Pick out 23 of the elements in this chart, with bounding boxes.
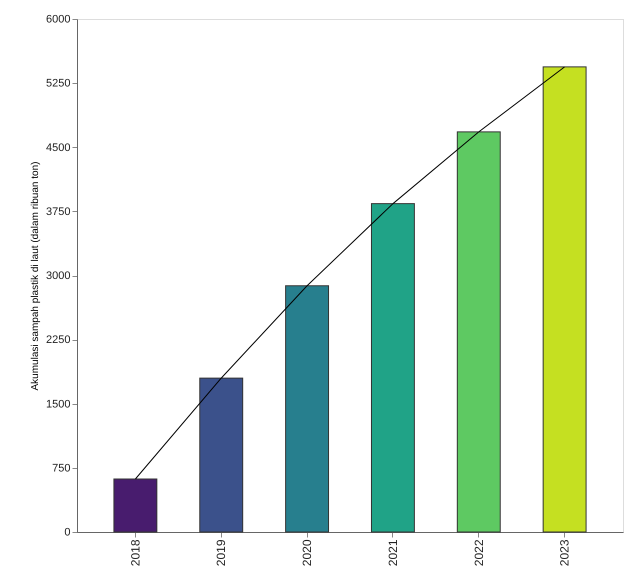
y-tick-label: 1500 xyxy=(46,398,70,410)
y-tick-label: 3000 xyxy=(46,270,70,282)
y-tick-label: 4500 xyxy=(46,142,70,154)
y-tick-label: 0 xyxy=(64,526,70,538)
bar xyxy=(285,285,330,532)
y-axis-title: Akumulasi sampah plastik di laut (dalam ribuan ton) xyxy=(30,162,42,390)
bar xyxy=(199,378,244,532)
x-tick-label: 2022 xyxy=(472,539,486,566)
y-tick-label: 2250 xyxy=(46,334,70,346)
bar xyxy=(542,66,587,532)
x-tick-label: 2018 xyxy=(128,539,142,566)
x-tick-label: 2023 xyxy=(558,539,572,566)
x-tick-label: 2019 xyxy=(214,539,228,566)
x-tick-label: 2021 xyxy=(386,539,400,566)
line-series xyxy=(134,66,566,480)
y-tick-label: 3750 xyxy=(46,206,70,218)
bar xyxy=(456,131,501,532)
y-tick-label: 6000 xyxy=(46,14,70,26)
y-tick-label: 750 xyxy=(52,462,70,474)
x-tick-label: 2020 xyxy=(300,539,314,566)
bar xyxy=(113,478,158,532)
y-tick-label: 5250 xyxy=(46,78,70,90)
bar xyxy=(370,203,415,532)
